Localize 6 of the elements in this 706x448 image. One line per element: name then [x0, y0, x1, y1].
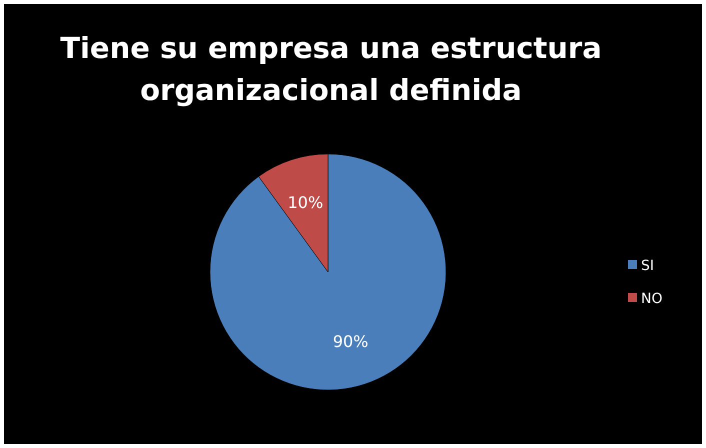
legend-label: NO — [641, 290, 662, 307]
data-label: 10% — [288, 193, 324, 212]
chart-title: Tiene su empresa una estructura organizacional definida — [60, 31, 602, 107]
data-label: 90% — [332, 332, 368, 352]
pie-slice — [210, 154, 446, 390]
legend-label: SI — [641, 258, 654, 274]
